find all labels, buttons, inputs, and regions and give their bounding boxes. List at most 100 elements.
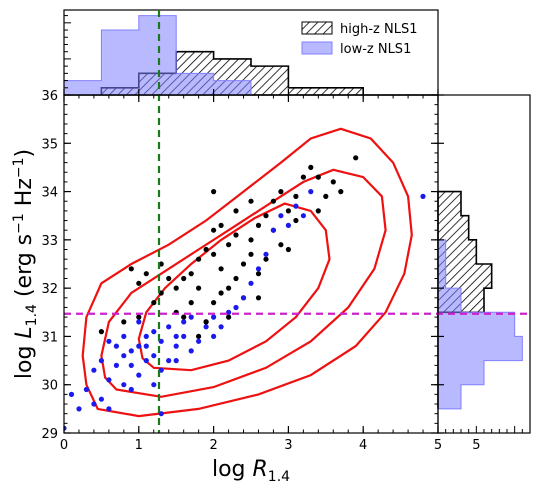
low-z-point (240, 295, 247, 301)
x-tick-label: 5 (434, 438, 442, 453)
high-z-point (285, 246, 291, 253)
low-z-point (173, 343, 179, 349)
x-axis-label: log R1.4 (212, 457, 290, 485)
x-tick-label: 1 (135, 438, 143, 453)
high-z-point (211, 300, 217, 306)
low-z-point (173, 358, 179, 364)
high-z-point (136, 314, 142, 320)
low-z-point (143, 333, 149, 339)
high-z-point (143, 271, 149, 277)
low-z-point (151, 353, 157, 359)
high-z-point (285, 208, 291, 214)
low-z-point (248, 280, 254, 286)
low-z-point (263, 251, 269, 257)
low-z-point (151, 382, 157, 388)
low-z-point (181, 333, 187, 339)
y-tick-label: 29 (41, 427, 58, 442)
low-z-point (285, 222, 291, 228)
high-z-point (308, 164, 314, 170)
high-z-point (211, 227, 217, 233)
high-z-point (233, 208, 239, 214)
right-hist-tick-label: 5 (472, 438, 480, 453)
high-z-point (188, 300, 194, 306)
y-tick-label: 32 (41, 282, 58, 297)
low-z-point (113, 362, 119, 368)
low-z-point (121, 382, 127, 388)
low-z-point (308, 189, 314, 195)
y-axis-label: log L1.4 (erg s−1 Hz−1) (11, 149, 40, 379)
x-tick-label: 3 (284, 438, 292, 453)
high-z-point (181, 314, 187, 320)
high-z-point (330, 179, 336, 185)
high-z-point (226, 314, 232, 320)
low-z-point (166, 324, 172, 330)
low-z-point (106, 406, 112, 412)
low-z-point (255, 266, 262, 272)
low-z-point (128, 348, 134, 354)
high-z-point (270, 198, 276, 204)
high-z-point (211, 251, 217, 257)
low-z-point (211, 333, 217, 339)
low-z-point (300, 213, 306, 219)
high-z-point (136, 280, 142, 286)
low-z-point (113, 343, 119, 349)
high-z-point (166, 275, 172, 282)
high-z-point (181, 275, 187, 282)
low-z-point (91, 367, 97, 373)
low-z-point (98, 396, 104, 402)
high-z-point (233, 275, 239, 282)
y-tick-label: 34 (41, 186, 58, 201)
high-z-point (323, 193, 329, 199)
high-z-point (255, 271, 262, 277)
y-tick-label: 35 (41, 137, 58, 152)
low-z-point (98, 358, 104, 364)
low-z-point (68, 391, 75, 397)
high-z-point (300, 174, 306, 180)
low-z-point (136, 343, 142, 349)
high-z-point (255, 295, 262, 301)
low-z-point (151, 329, 157, 335)
low-z-point (233, 304, 239, 311)
low-z-point (203, 324, 209, 330)
contour-level-2 (100, 168, 387, 398)
high-z-point (203, 319, 209, 325)
high-z-point (203, 246, 209, 253)
legend-label-low-z: low-z NLS1 (340, 42, 411, 57)
high-z-point (315, 174, 321, 180)
high-z-point (121, 319, 127, 325)
right-histogram: 5 (437, 94, 531, 453)
x-tick-label: 0 (60, 438, 68, 453)
low-z-point (64, 425, 67, 431)
high-z-point (233, 232, 239, 238)
high-z-point (353, 155, 359, 161)
low-z-point (188, 314, 194, 320)
low-z-point (143, 358, 149, 364)
high-z-point (188, 271, 194, 277)
low-z-point (270, 227, 276, 233)
low-z-point (218, 324, 224, 330)
high-z-point (293, 217, 299, 224)
low-z-point (106, 338, 112, 344)
high-z-point (218, 290, 224, 296)
high-z-point (196, 285, 202, 291)
high-z-point (226, 242, 232, 248)
low-z-point (136, 372, 142, 378)
y-tick-label: 33 (41, 234, 58, 249)
high-z-point (128, 266, 134, 272)
low-z-point (293, 203, 299, 209)
low-z-point (128, 362, 134, 368)
high-z-point (196, 333, 202, 339)
legend: high-z NLS1 low-z NLS1 (301, 21, 417, 57)
low-z-point (136, 319, 142, 325)
y-tick-label: 36 (41, 89, 58, 104)
high-z-point (151, 300, 157, 306)
high-z-point (315, 208, 321, 214)
low-z-point (226, 309, 232, 315)
y-tick-label: 31 (41, 330, 58, 345)
low-z-point (211, 314, 217, 320)
high-z-point (240, 261, 247, 267)
x-tick-label: 2 (209, 438, 217, 453)
low-z-point (121, 333, 127, 339)
